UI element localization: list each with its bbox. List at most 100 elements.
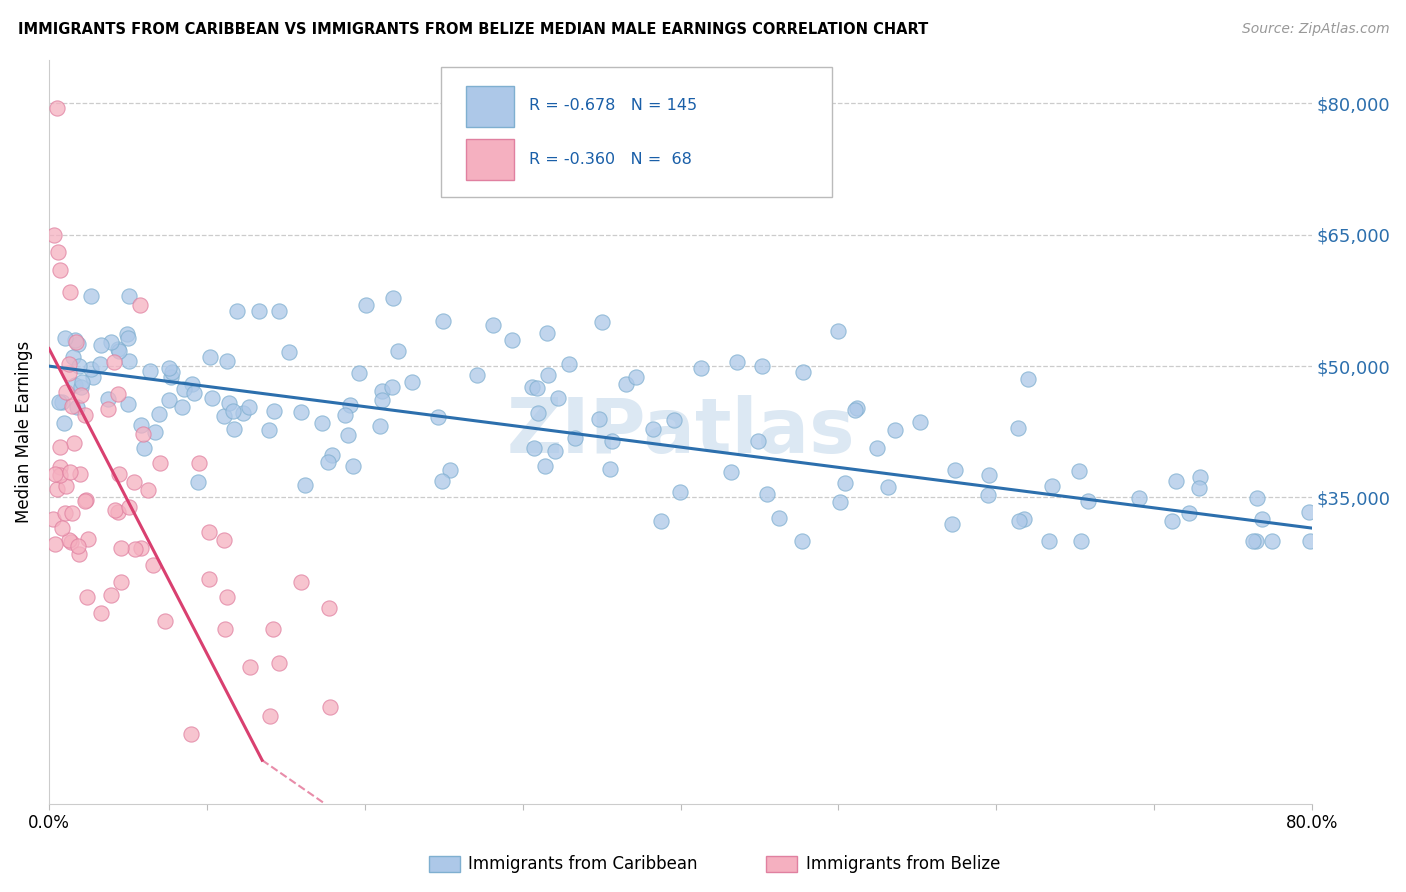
Point (80, 289, 103, 303)
Point (347, 366, 370, 380)
Text: R = -0.678   N = 145: R = -0.678 N = 145 (529, 98, 697, 113)
Point (257, 423, 280, 437)
Point (1161, 514, 1184, 528)
Point (1012, 511, 1035, 525)
Point (42, 512, 65, 526)
Point (1188, 481, 1211, 495)
Point (100, 335, 122, 350)
Point (181, 377, 204, 392)
Point (239, 660, 262, 674)
Point (118, 354, 141, 368)
Point (290, 404, 312, 418)
Point (290, 575, 312, 590)
Point (117, 397, 139, 411)
Point (136, 483, 159, 497)
Point (336, 428, 359, 442)
Point (65, 333, 87, 347)
Point (187, 475, 209, 489)
Point (70, 388, 93, 402)
Point (124, 541, 146, 556)
Point (55, 478, 77, 492)
Point (1298, 504, 1320, 518)
Point (792, 365, 814, 379)
Point (1178, 506, 1201, 520)
Point (60, 535, 83, 549)
Point (44, 537, 66, 551)
Point (60, 506, 83, 520)
Point (751, 359, 773, 373)
Point (1251, 512, 1274, 526)
Point (522, 380, 544, 394)
Point (67, 540, 90, 554)
FancyBboxPatch shape (465, 86, 513, 127)
Point (247, 304, 270, 318)
Point (108, 343, 131, 358)
Point (465, 368, 488, 382)
Point (1038, 534, 1060, 549)
Point (318, 455, 340, 469)
Point (371, 384, 394, 399)
Point (624, 370, 647, 384)
Point (1246, 491, 1268, 506)
Point (48, 394, 70, 409)
Point (89, 357, 111, 371)
Point (267, 656, 290, 670)
Point (128, 298, 150, 312)
Point (382, 291, 405, 305)
Point (60, 400, 83, 414)
Point (943, 463, 966, 477)
Point (160, 370, 183, 384)
Point (139, 364, 162, 378)
Point (439, 463, 461, 477)
Point (48, 245, 70, 260)
Point (180, 727, 202, 741)
Point (830, 495, 852, 509)
Point (371, 392, 394, 407)
Point (588, 412, 610, 426)
Point (65, 377, 87, 392)
Point (80, 362, 103, 376)
Point (67, 548, 90, 562)
Point (170, 400, 193, 414)
Point (277, 345, 299, 359)
Point (157, 393, 180, 408)
Point (201, 391, 224, 405)
Point (339, 398, 361, 412)
Point (342, 458, 364, 473)
Point (432, 314, 454, 328)
Point (536, 326, 558, 340)
Point (62, 351, 84, 365)
Point (212, 533, 235, 547)
Point (1070, 534, 1092, 549)
Point (1017, 372, 1039, 386)
Point (129, 541, 152, 556)
Point (48, 468, 70, 483)
Point (69, 467, 91, 482)
Point (44, 467, 66, 481)
Point (49, 262, 72, 277)
Point (232, 405, 254, 419)
Point (1244, 534, 1267, 549)
Point (1299, 534, 1322, 549)
Point (67, 336, 90, 351)
Point (318, 601, 340, 615)
Point (76, 590, 98, 604)
Point (215, 353, 238, 368)
Text: R = -0.360   N =  68: R = -0.360 N = 68 (529, 152, 692, 167)
Point (941, 517, 963, 532)
Point (650, 514, 672, 528)
Point (115, 327, 138, 342)
Point (427, 409, 450, 424)
Point (118, 500, 141, 515)
Point (100, 588, 122, 602)
Point (90, 337, 112, 351)
Point (558, 357, 581, 371)
FancyBboxPatch shape (465, 139, 513, 180)
Point (526, 381, 548, 395)
Point (107, 387, 129, 401)
Point (218, 396, 240, 410)
Point (1067, 464, 1090, 478)
Point (129, 418, 152, 433)
Point (827, 324, 849, 338)
Point (534, 458, 557, 473)
